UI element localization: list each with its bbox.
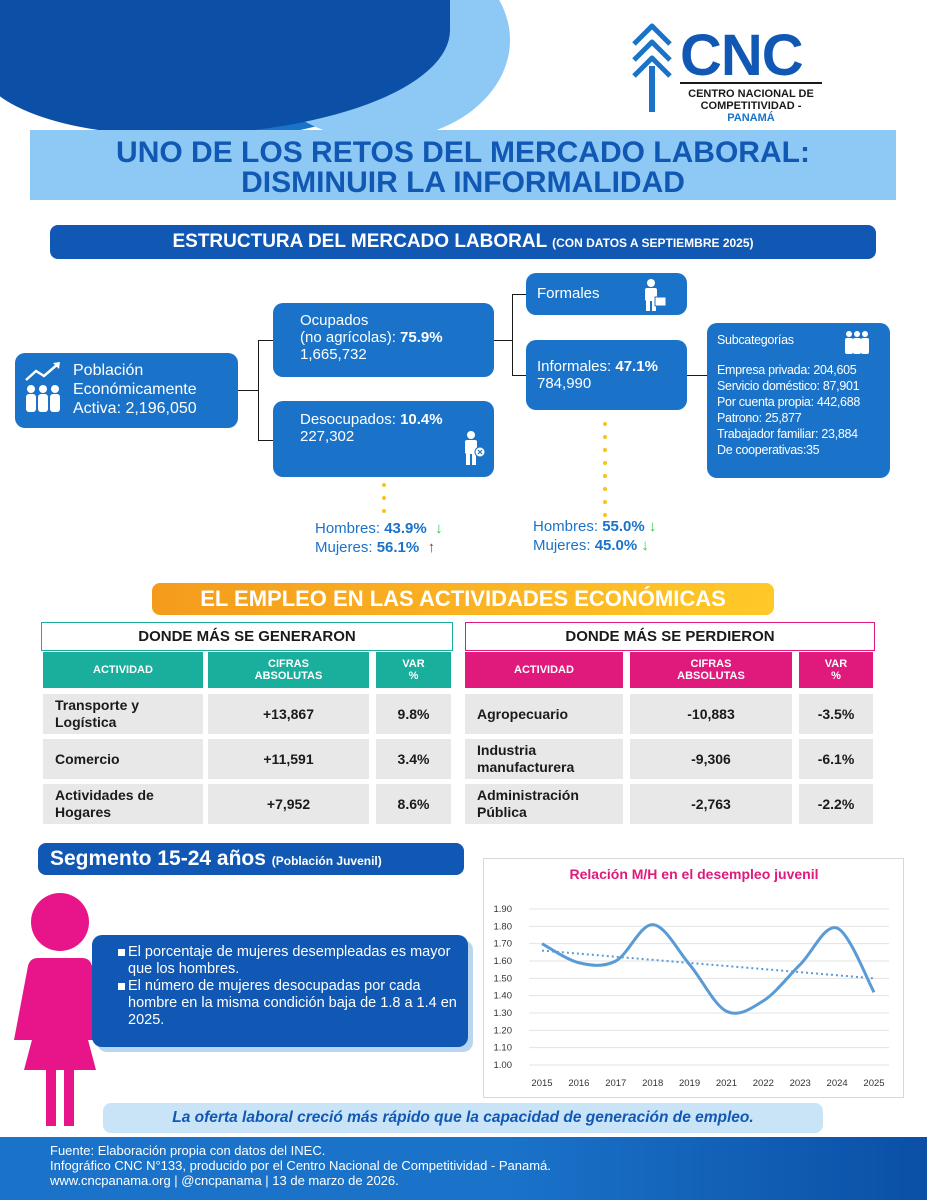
youth-ratio-chart: Relación M/H en el desempleo juvenil 1.90… (483, 858, 904, 1098)
unemployed-person-icon (465, 431, 486, 465)
table-cell-activity: Industria manufacturera (465, 739, 623, 779)
page-title: UNO DE LOS RETOS DEL MERCADO LABORAL: DI… (30, 130, 896, 200)
table-cell-var: -3.5% (799, 694, 873, 734)
youth-bullets: El porcentaje de mujeres desempleadas es… (92, 935, 468, 1047)
table-header: CIFRAS ABSOLUTAS (630, 652, 792, 688)
connector (687, 375, 707, 376)
series-line (541, 923, 876, 1015)
connector (258, 340, 259, 440)
x-tick-label: 2018 (642, 1078, 663, 1089)
arrow-down-icon: ↓ (648, 518, 657, 535)
x-tick-label: 2019 (679, 1078, 700, 1089)
subcategory-item: Por cuenta propia: 442,688 (717, 395, 861, 409)
bullet-item: El porcentaje de mujeres desempleadas es… (118, 944, 458, 978)
connector (512, 294, 526, 295)
table-cell-abs: +7,952 (208, 784, 369, 824)
ocupados-box: Ocupados (no agrícolas): 75.9% 1,665,732 (273, 303, 494, 377)
connector (494, 340, 512, 341)
section-heading-youth: Segmento 15-24 años (Población Juvenil) (38, 843, 464, 875)
connector (258, 440, 273, 441)
logo-divider (680, 82, 822, 84)
x-tick-label: 2022 (753, 1078, 774, 1089)
connector (512, 294, 513, 375)
conclusion-quote: La oferta laboral creció más rápido que … (103, 1103, 823, 1133)
footer-text: Fuente: Elaboración propia con datos del… (50, 1143, 551, 1188)
people-growth-icon (25, 362, 60, 412)
table-header: VAR % (376, 652, 451, 688)
cnc-logo-arrows-icon (632, 23, 672, 112)
x-tick-label: 2016 (568, 1078, 589, 1089)
table-title-lost: DONDE MÁS SE PERDIERON (465, 622, 875, 651)
table-cell-activity: Comercio (43, 739, 203, 779)
table-cell-var: 3.4% (376, 739, 451, 779)
y-tick-label: 1.30 (494, 1008, 513, 1019)
chart-title: Relación M/H en el desempleo juvenil (570, 866, 819, 882)
table-header: CIFRAS ABSOLUTAS (208, 652, 369, 688)
group-people-icon (845, 331, 869, 354)
connector (238, 390, 258, 391)
section-heading-employment: EL EMPLEO EN LAS ACTIVIDADES ECONÓMICAS (152, 583, 774, 615)
table-cell-abs: -2,763 (630, 784, 792, 824)
bullet-item: El número de mujeres desocupadas por cad… (118, 978, 457, 1028)
x-tick-label: 2015 (531, 1078, 552, 1089)
desocupados-box: Desocupados: 10.4% 227,302 (273, 401, 494, 477)
dotted-connector (603, 422, 607, 526)
arrow-up-icon: ↑ (427, 539, 436, 556)
connector (512, 375, 526, 376)
table-cell-var: 8.6% (376, 784, 451, 824)
y-tick-label: 1.80 (494, 921, 513, 932)
table-header: ACTIVIDAD (465, 652, 623, 688)
x-tick-label: 2017 (605, 1078, 626, 1089)
y-tick-label: 1.90 (494, 904, 513, 915)
worker-briefcase-icon (645, 279, 667, 311)
table-cell-activity: Transporte y Logística (43, 694, 203, 734)
x-tick-label: 2025 (863, 1078, 884, 1089)
dotted-connector (382, 483, 386, 522)
table-cell-var: -6.1% (799, 739, 873, 779)
table-cell-abs: -9,306 (630, 739, 792, 779)
subcategory-item: Servicio doméstico: 87,901 (717, 379, 860, 393)
table-cell-var: 9.8% (376, 694, 451, 734)
subcategory-item: Patrono: 25,877 (717, 411, 802, 425)
desocupados-gender: Hombres: 43.9% ↓ Mujeres: 56.1% ↑ (315, 520, 443, 556)
table-cell-abs: +13,867 (208, 694, 369, 734)
x-tick-label: 2024 (827, 1078, 848, 1089)
y-tick-label: 1.10 (494, 1043, 513, 1054)
table-title-generated: DONDE MÁS SE GENERARON (41, 622, 453, 651)
y-tick-label: 1.40 (494, 991, 513, 1002)
informales-box: Informales: 47.1% 784,990 (526, 340, 687, 410)
table-cell-activity: Administración Pública (465, 784, 623, 824)
y-tick-label: 1.20 (494, 1025, 513, 1036)
logo-subtitle: CENTRO NACIONAL DE COMPETITIVIDAD - PANA… (688, 88, 814, 124)
y-tick-label: 1.50 (494, 973, 513, 984)
trendline (541, 949, 875, 980)
subcategory-item: Trabajador familiar: 23,884 (717, 427, 858, 441)
table-cell-activity: Actividades de Hogares (43, 784, 203, 824)
formales-box: Formales (526, 273, 687, 315)
arrow-down-icon: ↓ (641, 537, 649, 554)
logo-brand: CNC (680, 23, 804, 88)
y-tick-label: 1.60 (494, 956, 513, 967)
subcategory-item: Empresa privada: 204,605 (717, 363, 857, 377)
table-cell-abs: -10,883 (630, 694, 792, 734)
informales-gender: Hombres: 55.0% ↓ Mujeres: 45.0% ↓ (533, 518, 657, 554)
table-cell-var: -2.2% (799, 784, 873, 824)
woman-icon (14, 893, 106, 1126)
y-tick-label: 1.00 (494, 1060, 513, 1071)
section-heading-structure: ESTRUCTURA DEL MERCADO LABORAL (CON DATO… (50, 225, 876, 259)
x-tick-label: 2021 (716, 1078, 737, 1089)
subcategory-item: De cooperativas:35 (717, 443, 820, 457)
line-chart: Relación M/H en el desempleo juvenil 1.90… (494, 866, 889, 1089)
footer-background (0, 1137, 927, 1200)
y-tick-label: 1.70 (494, 939, 513, 950)
x-tick-label: 2023 (790, 1078, 811, 1089)
connector (258, 340, 273, 341)
table-header: ACTIVIDAD (43, 652, 203, 688)
arrow-down-icon: ↓ (435, 520, 443, 537)
table-cell-activity: Agropecuario (465, 694, 623, 734)
table-cell-abs: +11,591 (208, 739, 369, 779)
table-header: VAR % (799, 652, 873, 688)
